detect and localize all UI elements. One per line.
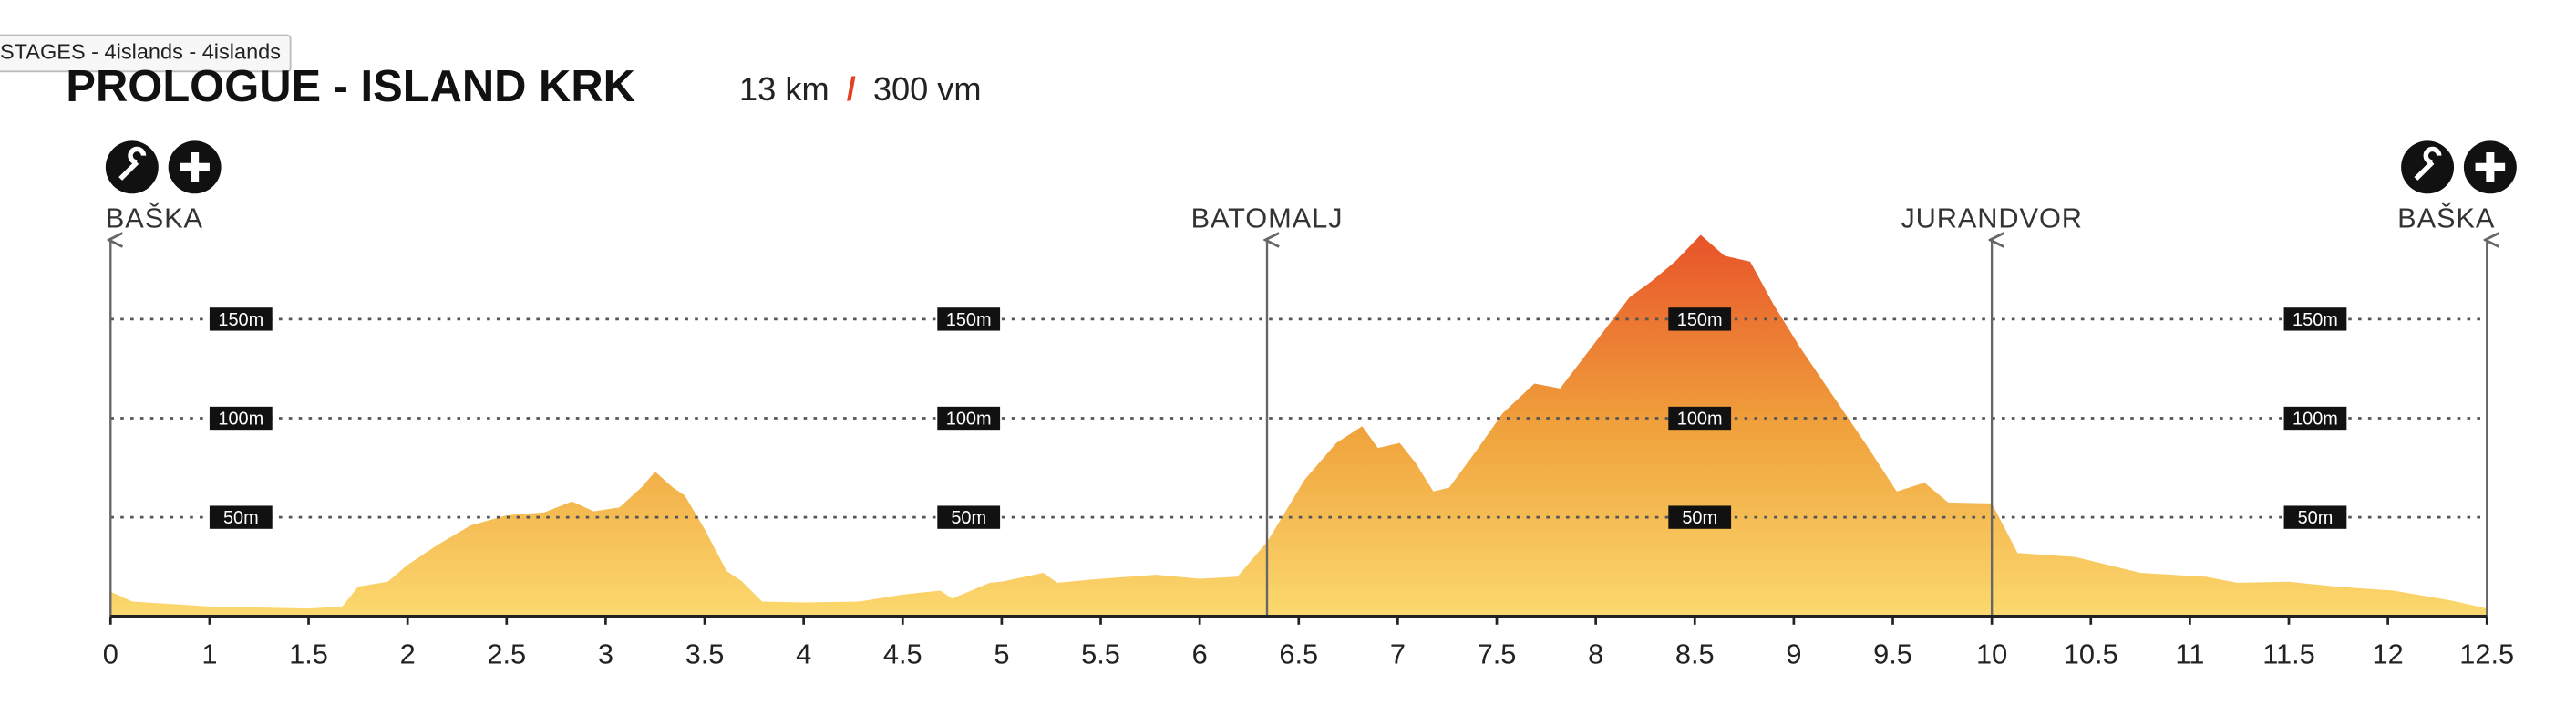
location-label: BATOMALJ <box>1191 202 1344 234</box>
wrench-glyph <box>2414 146 2442 181</box>
y-tick-label: 100m <box>946 410 992 430</box>
x-tick-label: 6 <box>1192 638 1208 670</box>
y-tick-label-box <box>2283 505 2347 529</box>
location-label: JURANDVOR <box>1901 202 2083 234</box>
x-tick-label: 8 <box>1588 638 1603 670</box>
location-label: BAŠKA <box>106 202 203 234</box>
y-tick-label-box <box>2283 406 2347 431</box>
chart-title: PROLOGUE - ISLAND KRK <box>66 62 635 111</box>
x-tick-label: 3 <box>598 638 613 670</box>
x-tick-label: 8.5 <box>1675 638 1715 670</box>
x-tick-label: 7.5 <box>1478 638 1517 670</box>
icons <box>105 140 2517 194</box>
y-tick-label: 50m <box>951 508 986 528</box>
tooltip-text: STAGES - 4islands - 4islands <box>0 40 281 64</box>
x-tick-label: 3.5 <box>685 638 725 670</box>
x-tick-label: 1 <box>201 638 217 670</box>
x-tick-label: 4 <box>796 638 811 670</box>
y-tick-label: 150m <box>1677 310 1723 330</box>
y-tick-label-box <box>1668 505 1732 529</box>
x-tick-label: 11.5 <box>2262 638 2315 670</box>
y-tick-label-box <box>937 505 1001 529</box>
icon-group <box>2401 140 2517 194</box>
x-tick-label: 9.5 <box>1873 638 1912 670</box>
aid-glyph <box>2475 152 2506 182</box>
y-tick-label: 100m <box>218 410 263 430</box>
y-tick-label-box <box>937 406 1001 431</box>
icon-group <box>105 140 222 194</box>
climb: 300 vm <box>873 70 982 108</box>
y-tick-label-box <box>209 505 273 529</box>
x-tick-label: 0 <box>103 638 118 670</box>
x-tick-label: 5 <box>994 638 1009 670</box>
x-tick-label: 11 <box>2175 638 2204 670</box>
y-tick-label: 100m <box>2293 410 2338 430</box>
separator: / <box>847 70 856 108</box>
y-tick-label-box <box>209 307 273 331</box>
y-tick-label: 150m <box>2293 310 2338 330</box>
y-tick-label-box <box>209 406 273 431</box>
tooltip: STAGES - 4islands - 4islands <box>0 34 292 73</box>
y-tick-label: 150m <box>946 310 992 330</box>
y-tick-label: 50m <box>1682 508 1717 528</box>
wrench-glyph <box>118 146 147 181</box>
location-label: BAŠKA <box>2397 202 2495 234</box>
x-tick-label: 6.5 <box>1279 638 1318 670</box>
y-tick-label-box <box>2283 307 2347 331</box>
x-tick-label: 2.5 <box>487 638 526 670</box>
x-tick-label: 9 <box>1786 638 1801 670</box>
x-tick-label: 5.5 <box>1081 638 1120 670</box>
x-tick-label: 10.5 <box>2064 638 2118 670</box>
elevation-area <box>110 234 2488 617</box>
x-tick-label: 4.5 <box>883 638 922 670</box>
y-tick-label-box <box>1668 406 1732 431</box>
y-tick-label: 50m <box>2298 508 2334 528</box>
x-tick-label: 1.5 <box>289 638 328 670</box>
x-tick-label: 12 <box>2372 638 2403 670</box>
y-tick-label: 100m <box>1677 410 1723 430</box>
tooltip-box <box>0 34 292 73</box>
subtitle: 13 km / 300 vm <box>739 70 982 108</box>
y-tick-label-box <box>937 307 1001 331</box>
aid-glyph <box>180 152 210 182</box>
x-tick-label: 12.5 <box>2459 638 2514 670</box>
x-tick-label: 2 <box>400 638 416 670</box>
x-tick-label: 10 <box>1976 638 2007 670</box>
y-tick-label: 150m <box>218 310 263 330</box>
x-tick-label: 7 <box>1390 638 1406 670</box>
distance: 13 km <box>739 70 829 108</box>
y-tick-label-box <box>1668 307 1732 331</box>
y-tick-label: 50m <box>223 508 259 528</box>
